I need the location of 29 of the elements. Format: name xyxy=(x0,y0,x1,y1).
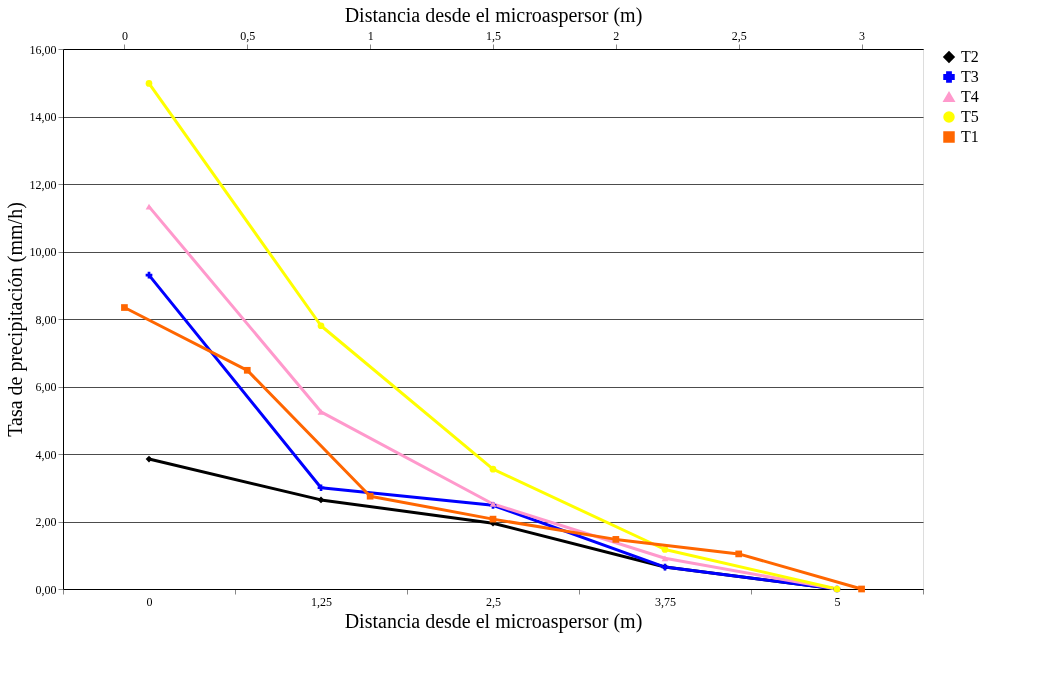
legend-label: T2 xyxy=(961,48,979,65)
x2-tick-label: 3 xyxy=(859,28,866,43)
y-tick-label: 2,00 xyxy=(35,515,57,529)
y-axis-title: Tasa de precipitación (mm/h) xyxy=(3,202,27,437)
x-axis-title: Distancia desde el microaspersor (m) xyxy=(344,609,643,633)
x2-tick-label: 2 xyxy=(613,28,620,43)
legend-label: T3 xyxy=(961,68,979,85)
x2-tick-label: 0 xyxy=(121,28,128,43)
x2-tick-label: 1 xyxy=(367,28,374,43)
y-tick-label: 12,00 xyxy=(29,177,57,192)
x-tick-label: 3,75 xyxy=(655,594,676,609)
x-tick-label: 5 xyxy=(834,594,841,609)
x-tick-label: 2,5 xyxy=(486,594,501,609)
y-tick-label: 4,00 xyxy=(35,447,57,462)
y-tick-label: 16,00 xyxy=(29,42,57,57)
y-tick-label: 6,00 xyxy=(35,380,57,394)
x2-axis-title: Distancia desde el microaspersor (m) xyxy=(344,3,643,27)
legend-label: T1 xyxy=(961,128,979,145)
x2-tick-label: 0,5 xyxy=(240,28,256,43)
x-tick-label: 0 xyxy=(146,594,153,609)
x2-tick-label: 1,5 xyxy=(486,28,501,43)
x2-tick-label: 2,5 xyxy=(731,28,747,43)
y-tick-label: 0,00 xyxy=(35,582,57,597)
legend-label: T4 xyxy=(961,88,979,105)
y-tick-label: 8,00 xyxy=(35,312,57,327)
legend-label: T5 xyxy=(961,108,979,125)
y-tick-label: 14,00 xyxy=(29,110,57,124)
y-tick-label: 10,00 xyxy=(29,245,57,259)
x-tick-label: 1,25 xyxy=(311,594,332,609)
